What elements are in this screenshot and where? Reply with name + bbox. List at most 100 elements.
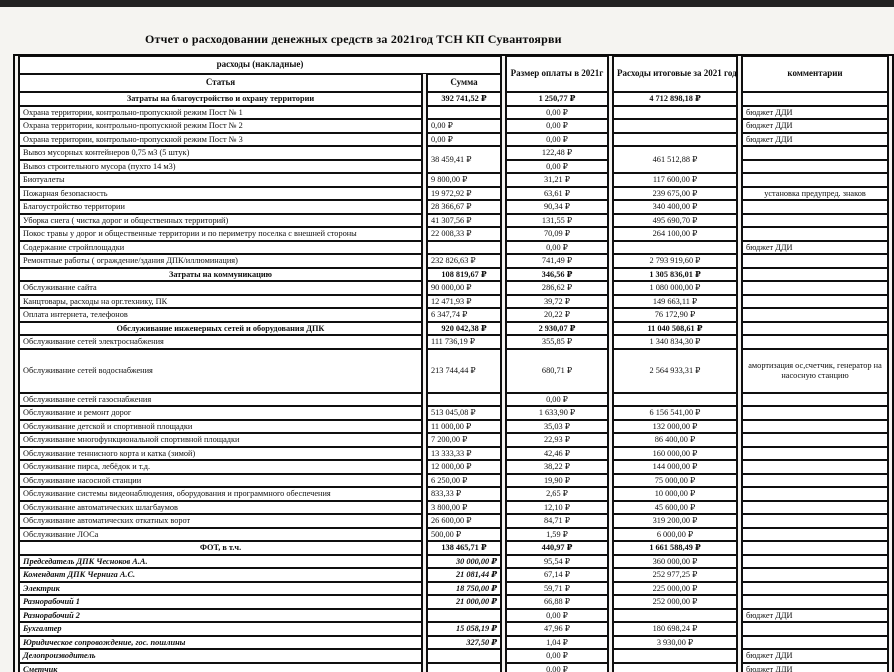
comment-cell — [741, 473, 889, 487]
header-total-2021: Расходы итоговые за 2021 год — [612, 56, 739, 92]
article-cell: Ремонтные работы ( ограждение/здания ДПК… — [18, 254, 423, 268]
rate-cell: 355,85 ₽ — [505, 335, 610, 349]
sum-cell: 6 250,00 ₽ — [426, 473, 503, 487]
table-header: расходы (накладные) Размер оплаты в 2021… — [18, 56, 889, 92]
table-row: Затраты на коммуникацию 108 819,67 ₽346,5… — [18, 267, 889, 281]
total-cell: 6 000,00 ₽ — [612, 527, 739, 541]
table-row: Охрана территории, контрольно-пропускной… — [18, 132, 889, 146]
article-cell: Председатель ДПК Чесноков А.А. — [18, 554, 423, 568]
article-cell: Обслуживание инженерных сетей и оборудов… — [18, 321, 423, 335]
comment-cell — [741, 308, 889, 322]
article-cell: Затраты на коммуникацию — [18, 267, 423, 281]
rate-cell: 1,04 ₽ — [505, 635, 610, 649]
total-cell: 11 040 508,61 ₽ — [612, 321, 739, 335]
comment-cell: бюджет ДДИ — [741, 119, 889, 133]
rate-cell: 67,14 ₽ — [505, 568, 610, 582]
article-cell: Охрана территории, контрольно-пропускной… — [18, 105, 423, 119]
total-cell: 1 661 588,49 ₽ — [612, 541, 739, 555]
comment-cell — [741, 581, 889, 595]
article-cell: Обслуживание сетей электроснабжения — [18, 335, 423, 349]
total-cell: 144 000,00 ₽ — [612, 460, 739, 474]
sum-cell: 18 750,00 ₽ — [426, 581, 503, 595]
rate-cell: 0,00 ₽ — [505, 159, 610, 173]
header-sum: Сумма — [426, 74, 503, 92]
sum-cell: 213 744,44 ₽ — [426, 348, 503, 393]
sum-cell — [426, 662, 503, 672]
table-row: Обслуживание системы видеонаблюдения, об… — [18, 487, 889, 501]
header-comments: комментарии — [741, 56, 889, 92]
article-cell: Делопроизводитель — [18, 649, 423, 663]
comment-cell — [741, 568, 889, 582]
rate-cell: 95,54 ₽ — [505, 554, 610, 568]
rate-cell: 12,10 ₽ — [505, 500, 610, 514]
sum-cell: 41 307,56 ₽ — [426, 213, 503, 227]
article-cell: Благоустройство территории — [18, 200, 423, 214]
sum-cell: 0,00 ₽ — [426, 119, 503, 133]
comment-cell: бюджет ДДИ — [741, 240, 889, 254]
total-cell — [612, 649, 739, 663]
article-cell: Обслуживание детской и спортивной площад… — [18, 419, 423, 433]
sum-cell: 920 042,38 ₽ — [426, 321, 503, 335]
article-cell: Содержание стройплощадки — [18, 240, 423, 254]
comment-cell — [741, 294, 889, 308]
rate-cell: 2 930,07 ₽ — [505, 321, 610, 335]
total-cell: 239 675,00 ₽ — [612, 186, 739, 200]
rate-cell: 0,00 ₽ — [505, 392, 610, 406]
article-cell: Разнорабочий 1 — [18, 595, 423, 609]
article-cell: Охрана территории, контрольно-пропускной… — [18, 119, 423, 133]
table-row: Содержание стройплощадки 0,00 ₽ бюджет ДДИ — [18, 240, 889, 254]
rate-cell: 22,93 ₽ — [505, 433, 610, 447]
table-row: Затраты на благоустройство и охрану терр… — [18, 92, 889, 106]
sum-cell: 111 736,19 ₽ — [426, 335, 503, 349]
rate-cell: 0,00 ₽ — [505, 662, 610, 672]
rate-cell: 70,09 ₽ — [505, 227, 610, 241]
table-row: Охрана территории, контрольно-пропускной… — [18, 119, 889, 133]
total-cell: 4 712 898,18 ₽ — [612, 92, 739, 106]
table-row: Комендант ДПК Чернига А.С. 21 081,44 ₽67,… — [18, 568, 889, 582]
sum-cell: 392 741,52 ₽ — [426, 92, 503, 106]
report-table-body: Затраты на благоустройство и охрану терр… — [18, 92, 889, 672]
article-cell: Биотуалеты — [18, 173, 423, 187]
article-cell: Вывоз строительного мусора (пухто 14 м3) — [18, 159, 423, 173]
rate-cell: 741,49 ₽ — [505, 254, 610, 268]
total-cell: 75 000,00 ₽ — [612, 473, 739, 487]
rate-cell: 0,00 ₽ — [505, 119, 610, 133]
expenses-table-frame: расходы (накладные) Размер оплаты в 2021… — [13, 54, 894, 672]
table-row: Вывоз мусорных контейнеров 0,75 м3 (5 шт… — [18, 146, 889, 173]
table-row: Обслуживание автоматических шлагбаумов 3 … — [18, 500, 889, 514]
table-row: Вывоз строительного мусора (пухто 14 м3)… — [18, 159, 889, 173]
total-cell: 76 172,90 ₽ — [612, 308, 739, 322]
rate-cell: 84,71 ₽ — [505, 514, 610, 528]
article-cell: Обслуживание теннисного корта и катка (з… — [18, 446, 423, 460]
total-cell — [612, 105, 739, 119]
total-cell: 6 156 541,00 ₽ — [612, 406, 739, 420]
rate-cell: 47,96 ₽ — [505, 622, 610, 636]
rate-cell: 39,72 ₽ — [505, 294, 610, 308]
rate-cell: 19,90 ₽ — [505, 473, 610, 487]
total-cell: 160 000,00 ₽ — [612, 446, 739, 460]
article-cell: Бухгалтер — [18, 622, 423, 636]
article-cell: Юридическое сопровождение, гос. пошлины — [18, 635, 423, 649]
sum-cell: 12 471,93 ₽ — [426, 294, 503, 308]
comment-cell: бюджет ДДИ — [741, 105, 889, 119]
article-cell: Обслуживание и ремонт дорог — [18, 406, 423, 420]
total-cell: 340 400,00 ₽ — [612, 200, 739, 214]
comment-cell — [741, 554, 889, 568]
article-cell: Покос травы у дорог и общественные терри… — [18, 227, 423, 241]
sum-cell: 21 081,44 ₽ — [426, 568, 503, 582]
comment-cell — [741, 392, 889, 406]
total-cell: 1 305 836,01 ₽ — [612, 267, 739, 281]
sum-cell: 19 972,92 ₽ — [426, 186, 503, 200]
total-cell: 2 793 919,60 ₽ — [612, 254, 739, 268]
expenses-table: расходы (накладные) Размер оплаты в 2021… — [15, 56, 892, 672]
sum-cell: 0,00 ₽ — [426, 132, 503, 146]
article-cell: Обслуживание насосной станции — [18, 473, 423, 487]
comment-cell — [741, 527, 889, 541]
header-article: Статья — [18, 74, 423, 92]
total-cell: 132 000,00 ₽ — [612, 419, 739, 433]
sum-cell: 232 826,63 ₽ — [426, 254, 503, 268]
sum-cell: 500,00 ₽ — [426, 527, 503, 541]
comment-cell: установка предупред. знаков — [741, 186, 889, 200]
article-cell: Вывоз мусорных контейнеров 0,75 м3 (5 шт… — [18, 146, 423, 160]
table-row: Охрана территории, контрольно-пропускной… — [18, 105, 889, 119]
